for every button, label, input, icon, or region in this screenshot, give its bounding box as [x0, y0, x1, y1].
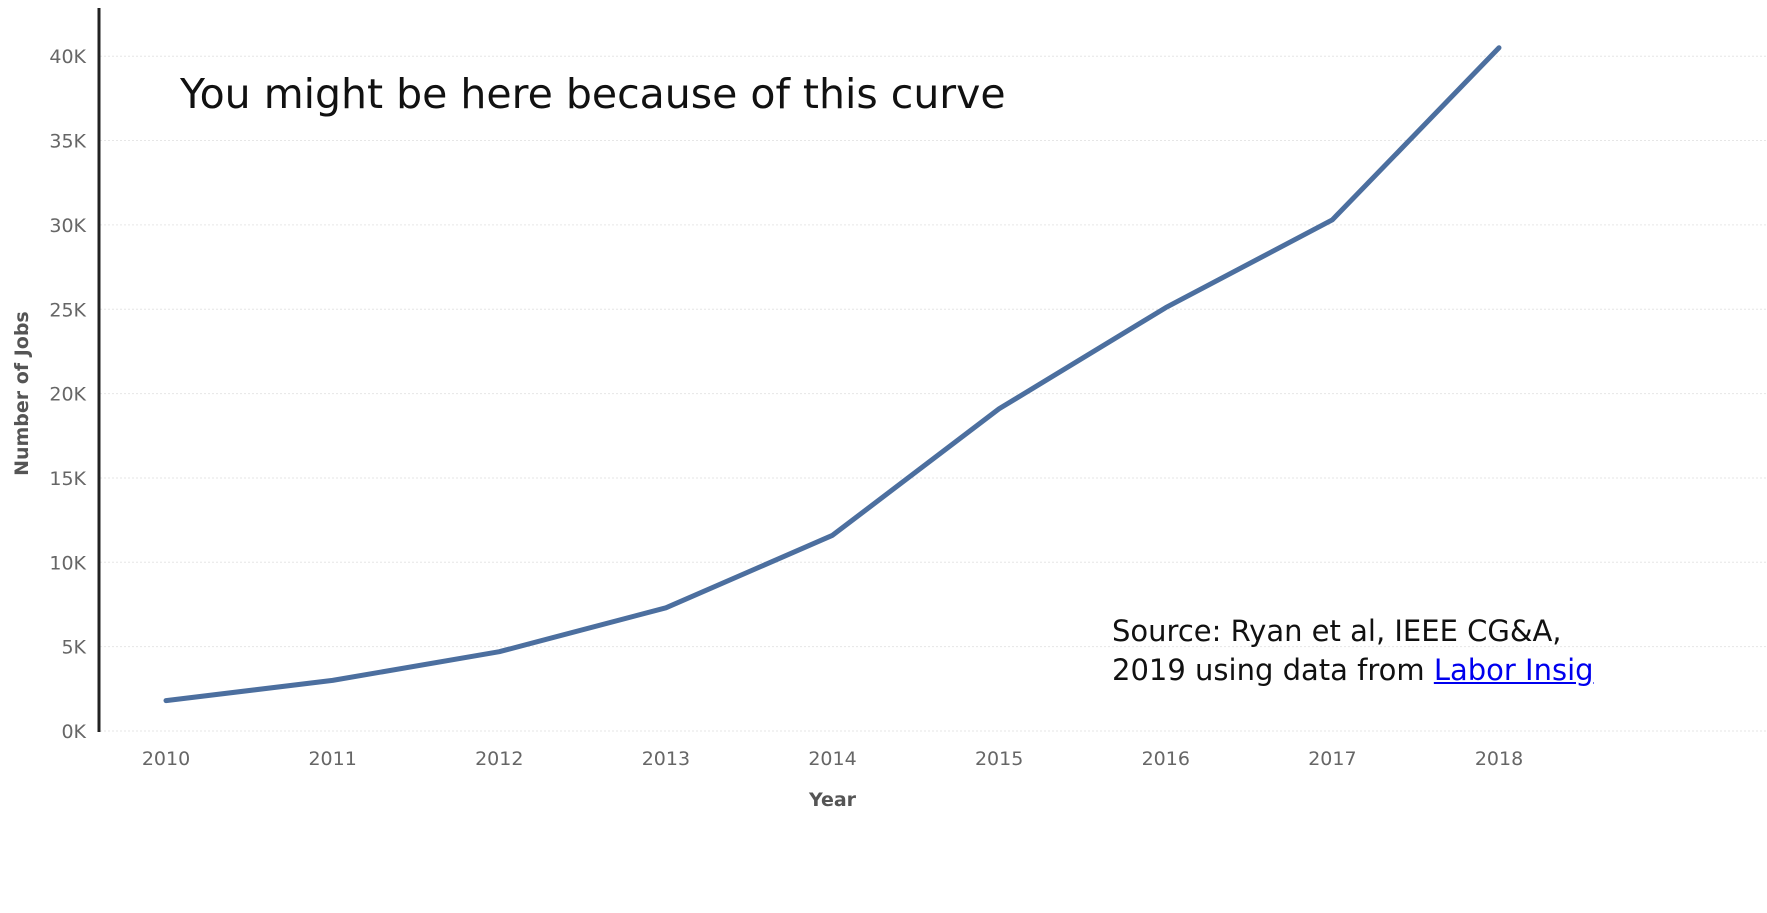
series-line — [163, 45, 1502, 704]
y-tick-label: 20K — [49, 384, 86, 406]
y-tick-label: 5K — [61, 637, 86, 659]
y-tick-label: 0K — [61, 721, 86, 743]
y-tick-label: 35K — [49, 131, 86, 153]
source-note: Source: Ryan et al, IEEE CG&A, 2019 usin… — [1112, 612, 1594, 690]
y-tick-labels: 0K 5K 10K 15K 20K 25K 30K 35K 40K — [49, 46, 86, 743]
x-tick-label: 2016 — [1142, 748, 1190, 770]
y-tick-label: 25K — [49, 299, 86, 321]
x-tick-label: 2018 — [1475, 748, 1523, 770]
x-tick-label: 2013 — [642, 748, 690, 770]
x-tick-label: 2014 — [808, 748, 856, 770]
labor-insight-link[interactable]: Labor Insig — [1433, 653, 1594, 687]
y-tick-label: 30K — [49, 215, 86, 237]
x-tick-label: 2015 — [975, 748, 1023, 770]
source-line-2-prefix: 2019 using data from — [1112, 653, 1434, 687]
x-tick-label: 2010 — [142, 748, 190, 770]
x-tick-label: 2011 — [308, 748, 356, 770]
gridlines — [100, 55, 1767, 732]
y-axis-title: Number of Jobs — [11, 311, 33, 476]
y-tick-label: 10K — [49, 552, 86, 574]
y-tick-label: 15K — [49, 468, 86, 490]
source-line-2: 2019 using data from Labor Insig — [1112, 651, 1594, 690]
x-tick-label: 2012 — [475, 748, 523, 770]
chart-headline: You might be here because of this curve — [180, 70, 1006, 118]
x-tick-label: 2017 — [1308, 748, 1356, 770]
source-line-1: Source: Ryan et al, IEEE CG&A, — [1112, 614, 1562, 648]
x-tick-labels: 2010 2011 2012 2013 2014 2015 2016 2017 2018 — [142, 748, 1523, 770]
x-axis-title: Year — [808, 789, 857, 811]
y-tick-label: 40K — [49, 46, 86, 68]
